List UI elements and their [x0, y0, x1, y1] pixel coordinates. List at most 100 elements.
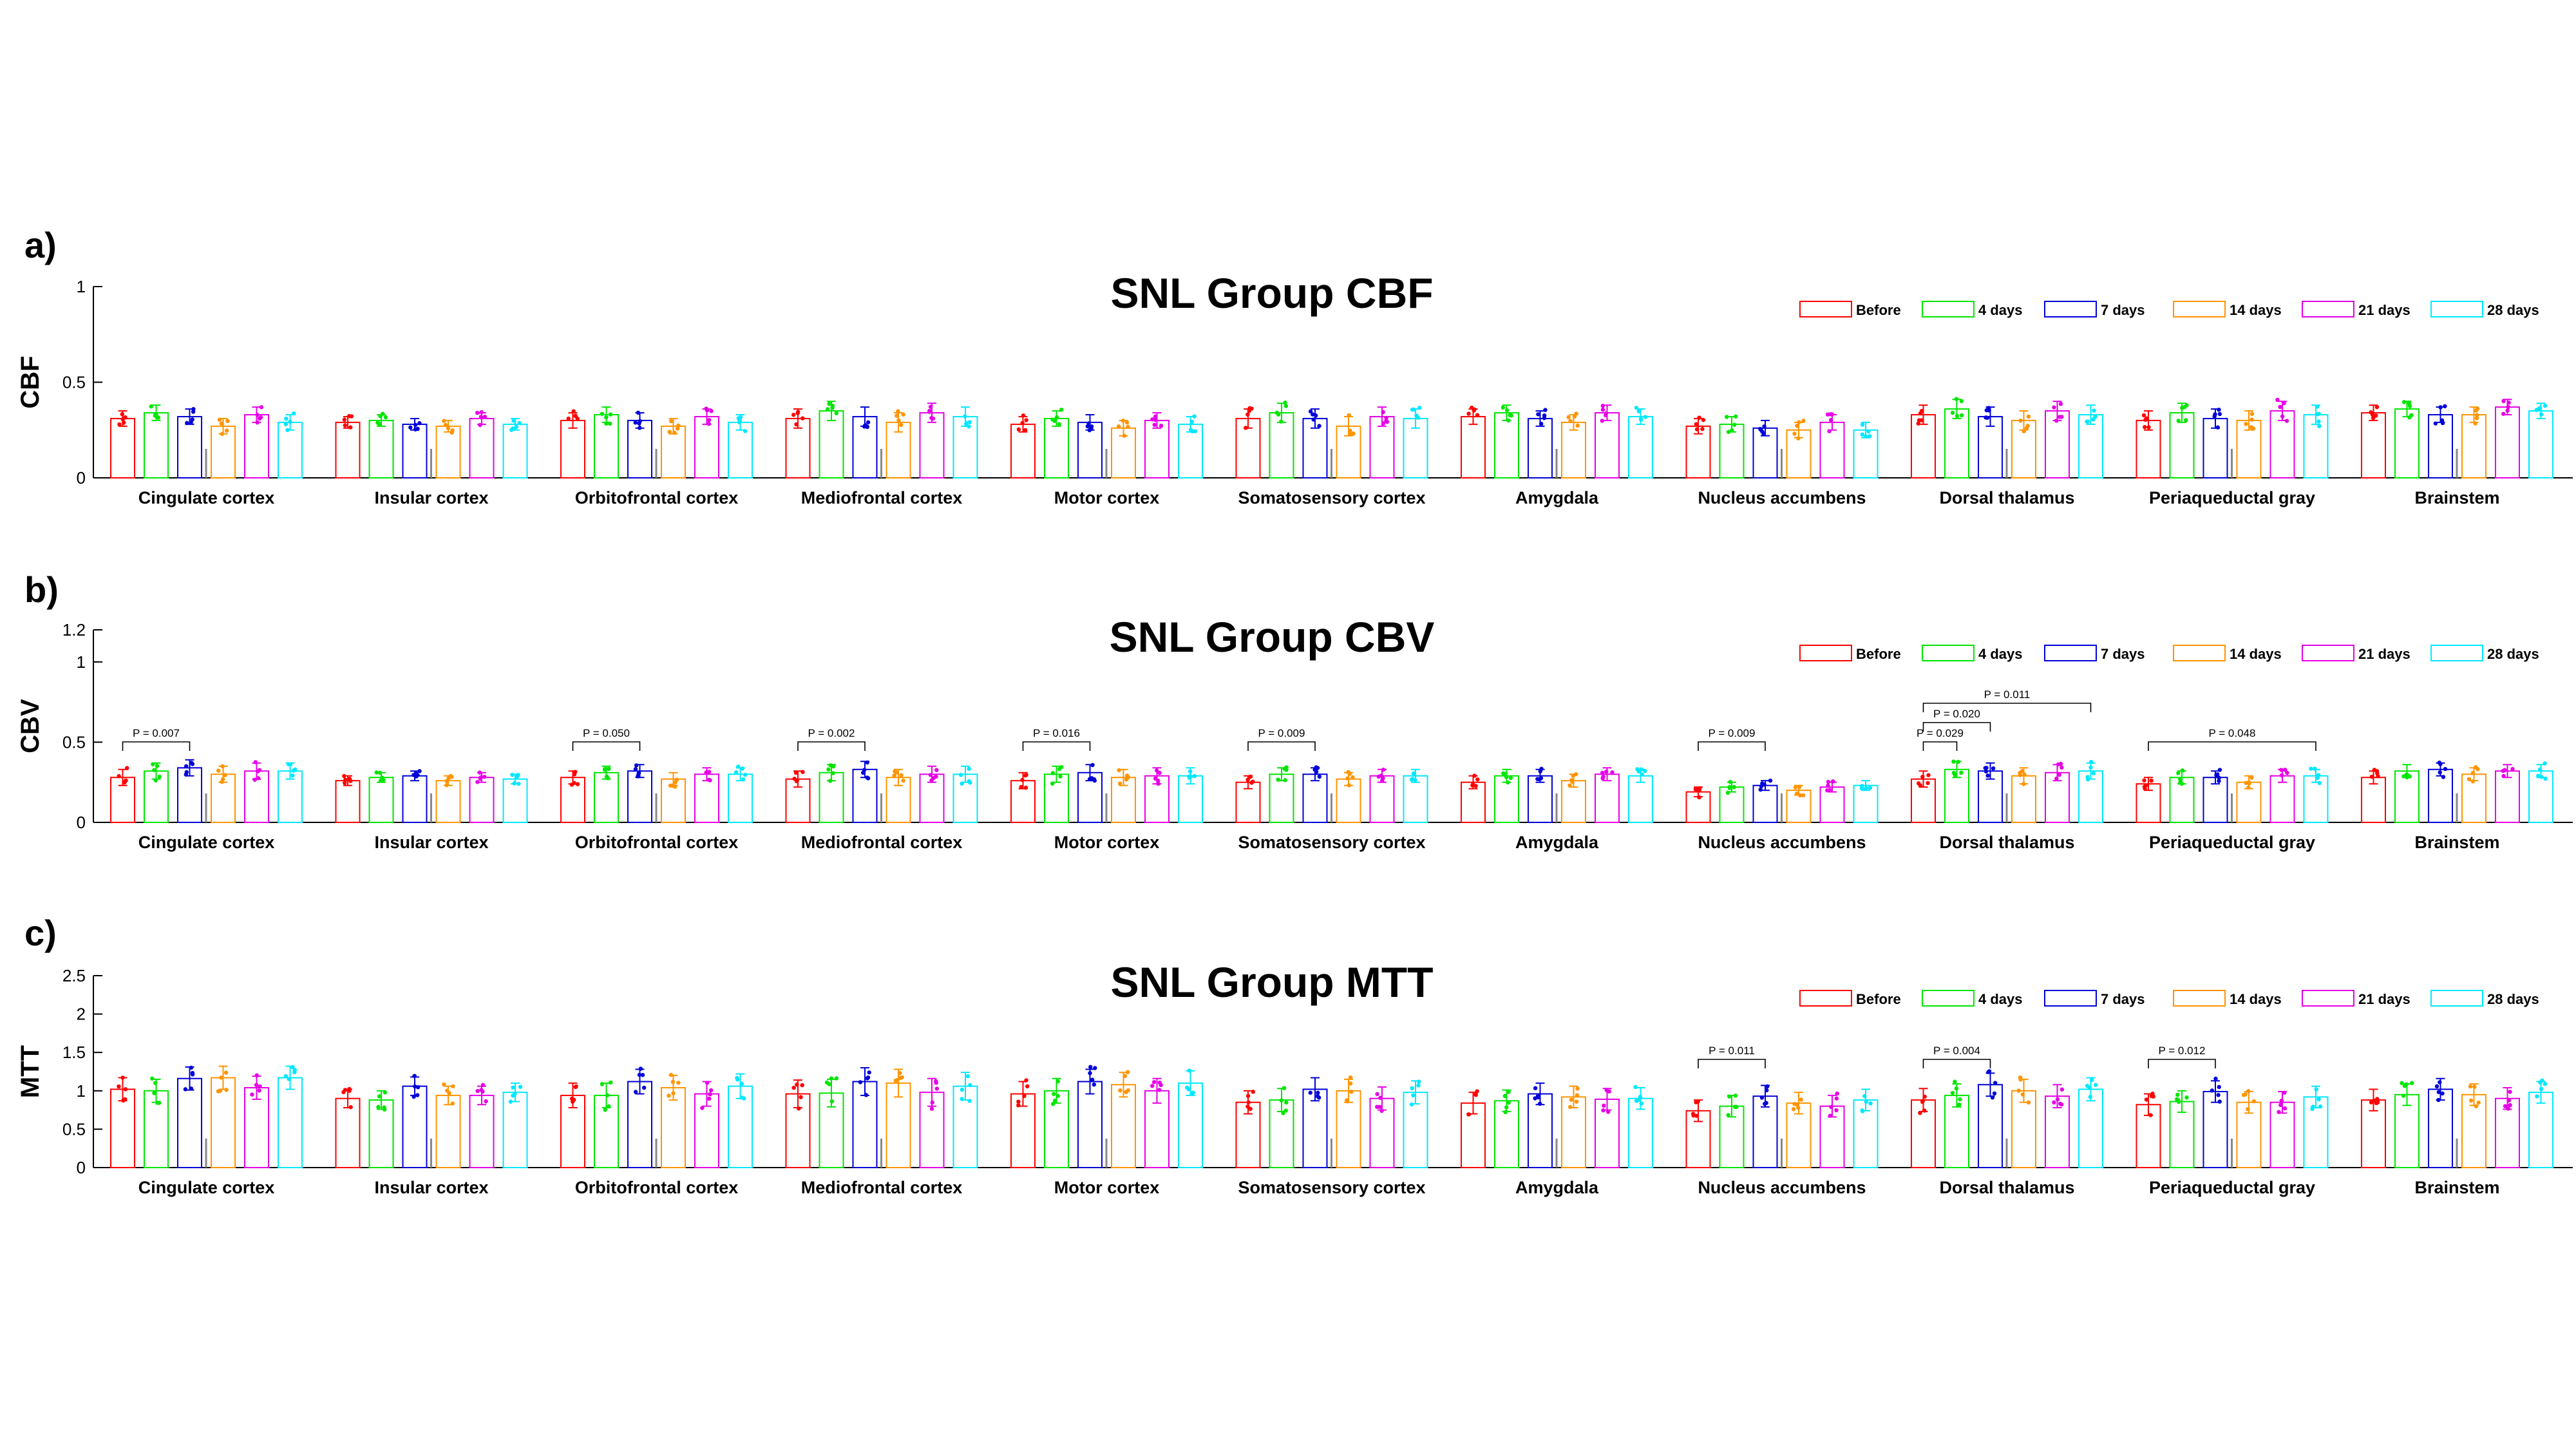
data-point: [1728, 779, 1733, 784]
data-point: [2026, 1100, 2031, 1105]
data-point: [1537, 1101, 1542, 1106]
data-point: [704, 406, 708, 411]
data-point: [1951, 759, 1956, 764]
data-point: [1090, 1077, 1095, 1082]
data-point: [1828, 417, 1833, 422]
data-point: [446, 426, 451, 431]
data-point: [1349, 1090, 1354, 1094]
data-point: [2474, 1104, 2479, 1108]
data-point: [511, 1085, 515, 1090]
significance-bracket: [1922, 722, 1991, 732]
data-point: [2543, 1081, 2548, 1086]
data-point: [709, 409, 714, 413]
data-point: [1248, 774, 1253, 779]
y-tick-label: 1.2: [62, 620, 86, 639]
data-point: [2375, 771, 2380, 775]
data-point: [1156, 779, 1160, 783]
data-point: [604, 415, 609, 420]
data-point: [2282, 1106, 2287, 1111]
data-point: [1734, 1104, 1739, 1110]
data-point: [1600, 403, 1605, 408]
data-point: [704, 770, 708, 775]
data-point: [2210, 1088, 2215, 1093]
legend-entry: 4 days: [1978, 991, 2023, 1007]
data-point: [1797, 420, 1801, 424]
region-label: Motor cortex: [1054, 488, 1160, 507]
region-label: Cingulate cortex: [138, 1178, 275, 1197]
panel-letter: a): [24, 225, 57, 265]
data-point: [1378, 1104, 1382, 1110]
data-point: [2472, 1084, 2477, 1089]
data-point: [348, 779, 353, 783]
data-point: [383, 415, 388, 420]
data-point: [1954, 397, 1959, 401]
data-point: [450, 428, 455, 433]
data-point: [2241, 1093, 2246, 1097]
data-point: [1535, 777, 1540, 781]
y-axis-label: CBV: [16, 699, 44, 753]
data-point: [2213, 412, 2217, 417]
data-point: [2314, 1087, 2318, 1092]
chart-title: SNL Group CBF: [1110, 269, 1433, 317]
data-point: [633, 1090, 638, 1094]
data-point: [571, 1097, 576, 1102]
data-point: [636, 774, 640, 779]
data-point: [1348, 1075, 1353, 1080]
data-point: [1984, 769, 1989, 774]
data-point: [184, 764, 189, 769]
data-point: [117, 422, 122, 427]
data-point: [573, 413, 578, 418]
data-point: [2543, 761, 2547, 766]
data-point: [640, 1073, 645, 1077]
data-point: [1118, 1088, 1122, 1093]
data-point: [508, 1099, 513, 1104]
data-point: [1016, 427, 1021, 431]
data-point: [518, 1084, 523, 1089]
data-point: [2277, 1110, 2281, 1114]
data-point: [958, 773, 963, 777]
p-value-label: P = 0.007: [133, 727, 180, 739]
legend-swatch: [1799, 645, 1852, 661]
data-point: [1187, 1068, 1191, 1073]
region-label: Somatosensory cortex: [1238, 833, 1425, 852]
region-label: Orbitofrontal cortex: [575, 488, 739, 507]
data-point: [2016, 1088, 2021, 1093]
data-point: [571, 409, 576, 413]
region-label: Nucleus accumbens: [1698, 833, 1866, 852]
data-point: [637, 1072, 642, 1077]
significance-bracket: [1698, 741, 1766, 751]
data-point: [1092, 778, 1097, 783]
data-point: [1575, 1086, 1580, 1091]
data-point: [2438, 405, 2443, 410]
data-point: [443, 422, 448, 428]
data-point: [2143, 424, 2147, 430]
data-point: [219, 1075, 223, 1080]
data-point: [603, 1108, 607, 1112]
data-point: [514, 424, 519, 430]
data-point: [448, 773, 453, 779]
data-point: [1417, 405, 1422, 410]
data-point: [442, 1082, 446, 1087]
data-point: [1918, 783, 1923, 788]
data-point: [1385, 419, 1390, 424]
data-point: [741, 777, 746, 782]
data-point: [2184, 418, 2188, 422]
legend-entry: 14 days: [2230, 646, 2282, 662]
data-point: [1506, 780, 1510, 785]
legend-swatch: [1922, 990, 1975, 1007]
data-point: [151, 762, 155, 766]
legend-swatch: [2173, 301, 2226, 317]
data-point: [286, 762, 291, 766]
data-point: [2278, 404, 2282, 410]
data-point: [667, 1094, 671, 1098]
data-point: [1504, 408, 1510, 413]
data-point: [2145, 416, 2149, 421]
data-point: [931, 775, 936, 781]
legend-entry: 21 days: [2358, 646, 2410, 662]
data-point: [1023, 428, 1028, 433]
data-point: [444, 779, 449, 784]
data-point: [1696, 1099, 1700, 1104]
data-point: [1504, 775, 1509, 779]
data-point: [2020, 769, 2024, 773]
y-tick-label: 1.5: [62, 1043, 86, 1062]
